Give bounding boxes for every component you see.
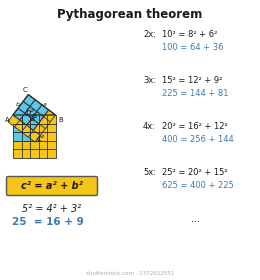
Polygon shape [8,95,55,142]
Text: 5x:: 5x: [143,168,156,177]
Text: 3x:: 3x: [143,76,156,85]
Text: 5² = 4² + 3²: 5² = 4² + 3² [22,204,82,214]
Text: B: B [58,117,63,123]
Text: 100 = 64 + 36: 100 = 64 + 36 [162,43,224,52]
Text: 2x:: 2x: [143,30,156,39]
Text: 225 = 144 + 81: 225 = 144 + 81 [162,89,229,98]
Text: 10² = 8² + 6²: 10² = 8² + 6² [162,30,217,39]
Text: 4x:: 4x: [143,122,156,131]
Polygon shape [13,115,38,141]
Text: b: b [16,102,20,107]
Text: c² = a² + b²: c² = a² + b² [21,181,83,191]
Text: c²: c² [36,134,44,143]
Text: a: a [43,102,47,107]
Text: C: C [23,87,27,93]
Text: a²: a² [29,114,38,123]
Text: A: A [5,117,10,123]
Text: shutterstock.com · 2372632551: shutterstock.com · 2372632551 [86,271,174,276]
Text: 15² = 12² + 9²: 15² = 12² + 9² [162,76,222,85]
Text: 20² = 16² + 12²: 20² = 16² + 12² [162,122,228,131]
Text: 625 = 400 + 225: 625 = 400 + 225 [162,181,234,190]
Text: 25² = 20² + 15²: 25² = 20² + 15² [162,168,228,177]
Polygon shape [13,95,49,130]
FancyBboxPatch shape [6,176,98,195]
Text: Pythagorean theorem: Pythagorean theorem [57,8,203,21]
Text: 25  = 16 + 9: 25 = 16 + 9 [12,217,84,227]
Text: b²: b² [25,108,34,117]
Text: ...: ... [191,214,199,224]
Polygon shape [13,115,55,157]
Text: c: c [32,112,36,117]
Text: 400 = 256 + 144: 400 = 256 + 144 [162,135,234,144]
